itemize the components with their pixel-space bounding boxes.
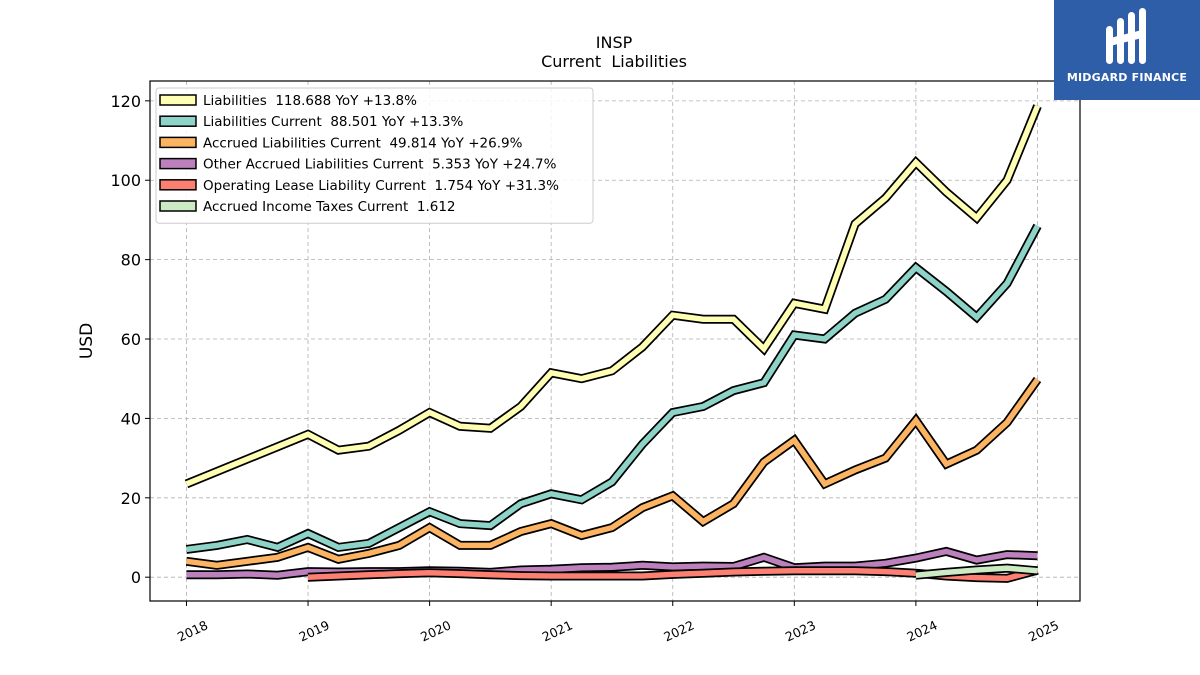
y-tick-label: 20 <box>121 489 141 508</box>
x-tick-label: 2022 <box>661 617 696 644</box>
x-axis: 2018 2019 2020 2021 2022 2023 2024 2025 <box>175 601 1061 644</box>
legend-label: Other Accrued Liabilities Current 5.353 … <box>203 157 557 173</box>
y-tick-label: 120 <box>110 92 141 111</box>
legend: Liabilities 118.688 YoY +13.8% Liabilitie… <box>155 87 594 224</box>
brand-logo: MIDGARD FINANCE <box>1054 0 1200 100</box>
y-axis: 0 20 40 60 80 100 120 <box>110 92 150 587</box>
series-line <box>915 563 1038 580</box>
legend-swatch <box>159 200 197 212</box>
x-tick-label: 2021 <box>540 617 575 644</box>
legend-swatch <box>159 115 197 127</box>
legend-label: Accrued Liabilities Current 49.814 YoY +… <box>203 135 523 151</box>
x-tick-label: 2025 <box>1026 617 1061 644</box>
y-tick-label: 100 <box>110 171 141 190</box>
brand-name: MIDGARD FINANCE <box>1066 71 1188 84</box>
legend-swatch <box>159 157 197 170</box>
series-stroke <box>186 548 1038 578</box>
series-stroke <box>185 104 1041 487</box>
y-tick-label: 80 <box>121 251 141 270</box>
y-tick-label: 40 <box>121 409 141 428</box>
midgard-logo-icon <box>1106 8 1146 64</box>
x-tick-label: 2019 <box>297 617 332 644</box>
series-line <box>185 223 1042 554</box>
x-tick-label: 2023 <box>783 617 818 644</box>
legend-swatch <box>159 136 197 149</box>
series-line <box>185 376 1042 570</box>
x-tick-label: 2018 <box>175 617 210 644</box>
y-tick-label: 60 <box>121 330 141 349</box>
series-stroke <box>186 224 1040 553</box>
chart-subtitle: Current Liabilities <box>541 52 687 71</box>
chart-title: INSP <box>596 33 633 52</box>
series-line <box>184 104 1042 489</box>
legend-box <box>155 87 594 224</box>
x-tick-label: 2024 <box>904 617 939 644</box>
x-tick-label: 2020 <box>418 617 453 644</box>
legend-label: Liabilities Current 88.501 YoY +13.3% <box>203 114 463 130</box>
plot-frame <box>149 80 1081 602</box>
legend-label: Liabilities 118.688 YoY +13.8% <box>203 93 417 109</box>
series-stroke <box>915 565 1038 578</box>
series-line <box>186 546 1038 580</box>
legend-swatch <box>159 179 197 191</box>
y-tick-label: 0 <box>131 568 141 587</box>
legend-label: Accrued Income Taxes Current 1.612 <box>203 199 456 215</box>
legend-label: Operating Lease Liability Current 1.754 … <box>203 178 559 194</box>
y-axis-label: USD <box>77 323 97 359</box>
legend-swatch <box>159 94 197 106</box>
series-stroke <box>186 377 1040 569</box>
plot-area <box>184 104 1042 583</box>
